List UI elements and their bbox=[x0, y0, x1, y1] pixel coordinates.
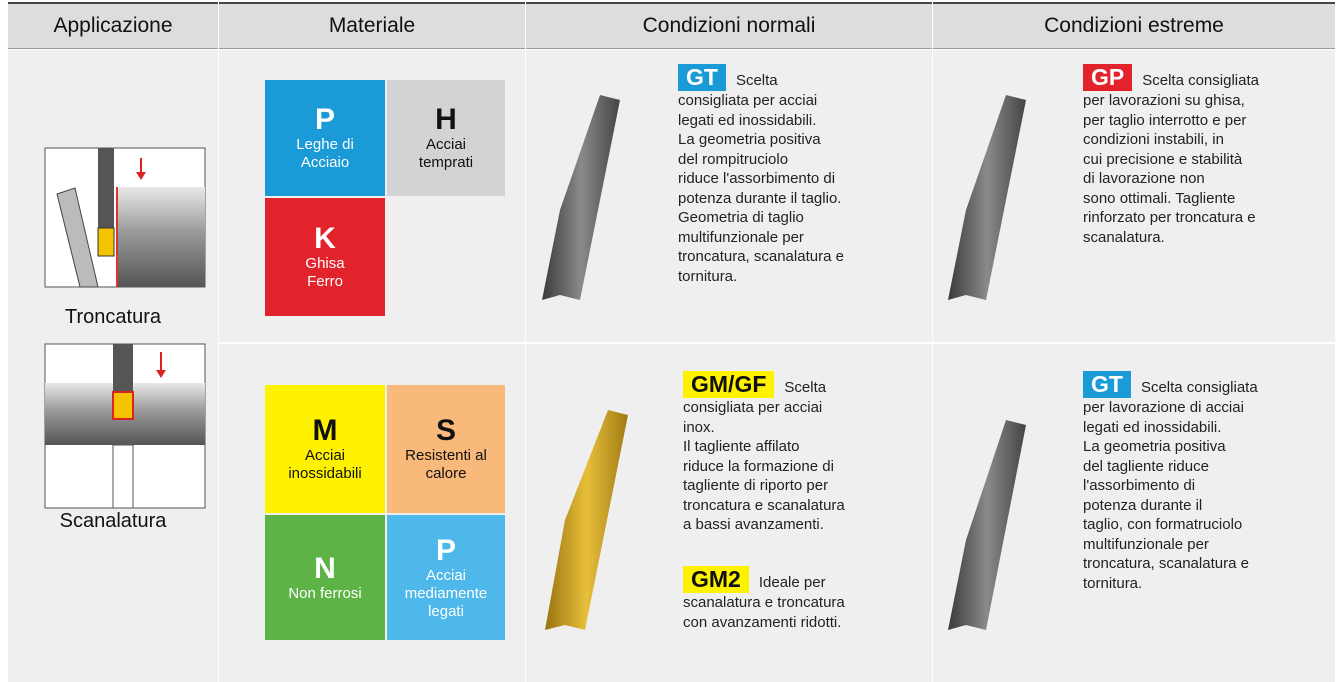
insert-image bbox=[542, 95, 620, 300]
material-name: Ferro bbox=[307, 273, 343, 290]
description-line: tornitura. bbox=[1083, 574, 1143, 592]
material-tile: P Leghe di Acciaio bbox=[265, 80, 385, 196]
grade-badge: GM2 bbox=[683, 566, 749, 593]
material-code: P bbox=[435, 533, 456, 567]
material-name: Acciaio bbox=[300, 154, 350, 171]
description-line: multifunzionale per bbox=[1083, 535, 1209, 553]
description-line: del rompitruciolo bbox=[678, 150, 789, 168]
description-line: Scelta consigliata bbox=[1142, 72, 1259, 89]
description-line: Scelta bbox=[784, 379, 827, 396]
description-line: potenza durante il taglio. bbox=[678, 189, 842, 207]
header-cell: Applicazione bbox=[8, 2, 218, 49]
description-line: inox. bbox=[683, 418, 715, 436]
grade-description: GP Scelta consigliata per lavorazioni su g… bbox=[1083, 64, 1323, 247]
material-tile: M Acciai inossidabili bbox=[265, 385, 385, 513]
description-line: per taglio interrotto e per bbox=[1083, 111, 1247, 129]
material-code: K bbox=[314, 222, 336, 255]
description-line: tornitura. bbox=[678, 267, 738, 285]
grade-badge: GT bbox=[678, 64, 726, 91]
description-line: sono ottimali. Tagliente bbox=[1083, 189, 1236, 207]
description-line: consigliata per acciai bbox=[678, 92, 818, 109]
material-tile: K Ghisa Ferro bbox=[265, 198, 385, 316]
grooving-diagram bbox=[44, 343, 206, 509]
material-tile: H Acciai temprati bbox=[387, 80, 505, 196]
description-line: a bassi avanzamenti. bbox=[683, 516, 824, 533]
description-line: l'assorbimento di bbox=[1083, 477, 1196, 494]
description-line: tagliente di riporto per bbox=[683, 477, 829, 494]
description-line: di lavorazione non bbox=[1083, 170, 1205, 187]
material-name: Non ferrosi bbox=[288, 584, 362, 602]
material-code: M bbox=[312, 414, 338, 447]
description-line: consigliata per acciai bbox=[683, 399, 823, 416]
description-line: per lavorazioni su ghisa, bbox=[1083, 92, 1245, 109]
grade-description: GM2 Ideale per scanalatura e troncatura con… bbox=[683, 566, 923, 632]
material-code: H bbox=[435, 103, 457, 136]
description-line: scanalatura e troncatura bbox=[683, 594, 845, 611]
material-name: legati bbox=[428, 602, 464, 620]
material-name: temprati bbox=[418, 154, 474, 171]
grade-badge: GM/GF bbox=[683, 371, 775, 398]
material-tile: S Resistenti al calore bbox=[387, 385, 505, 513]
description-line: riduce l'assorbimento di bbox=[678, 170, 836, 187]
description-line: Ideale per bbox=[758, 574, 826, 591]
description-line: rinforzato per troncatura e bbox=[1083, 209, 1256, 226]
description-line: troncatura e scanalatura bbox=[683, 496, 845, 514]
material-tile: P Acciai mediamente legati bbox=[387, 515, 505, 640]
material-name: mediamente bbox=[404, 584, 488, 602]
material-code: P bbox=[314, 103, 335, 136]
description-line: cui precisione e stabilità bbox=[1083, 150, 1243, 168]
description-line: multifunzionale per bbox=[678, 228, 804, 246]
material-tile: N Non ferrosi bbox=[265, 515, 385, 640]
header-cell: Condizioni estreme bbox=[933, 2, 1335, 49]
header-cell: Condizioni normali bbox=[526, 2, 932, 49]
application-label: Scanalatura bbox=[59, 510, 167, 532]
insert-image bbox=[948, 420, 1026, 630]
material-name: Acciai bbox=[425, 136, 466, 153]
material-name: calore bbox=[425, 465, 467, 482]
grade-badge: GP bbox=[1083, 64, 1133, 91]
description-line: per lavorazione di acciai bbox=[1083, 399, 1244, 416]
description-line: legati ed inossidabili. bbox=[678, 111, 817, 129]
insert-image bbox=[948, 95, 1026, 300]
application-label: Troncatura bbox=[65, 306, 161, 328]
material-code: S bbox=[435, 414, 456, 447]
material-name: inossidabili bbox=[288, 465, 362, 482]
description-line: troncatura, scanalatura e bbox=[678, 248, 844, 265]
description-line: potenza durante il bbox=[1083, 496, 1203, 514]
description-line: Scelta bbox=[735, 72, 778, 89]
description-line: Geometria di taglio bbox=[678, 209, 804, 226]
material-name: Ghisa bbox=[305, 255, 345, 272]
insert-image bbox=[545, 410, 628, 630]
description-line: La geometria positiva bbox=[1083, 438, 1226, 455]
grade-description: GT Scelta consigliata per lavorazione di a… bbox=[1083, 371, 1323, 593]
grade-badge: GT bbox=[1083, 371, 1131, 398]
description-line: taglio, con formatruciolo bbox=[1083, 516, 1243, 533]
description-line: Scelta consigliata bbox=[1140, 379, 1258, 396]
description-line: riduce la formazione di bbox=[683, 457, 834, 475]
description-line: La geometria positiva bbox=[678, 131, 821, 148]
material-name: Resistenti al bbox=[405, 447, 487, 464]
material-name: Acciai bbox=[304, 447, 345, 464]
parting-diagram bbox=[44, 147, 206, 288]
material-code: N bbox=[314, 551, 336, 585]
description-line: del tagliente riduce bbox=[1083, 457, 1209, 475]
description-line: condizioni instabili, in bbox=[1083, 131, 1224, 148]
description-line: troncatura, scanalatura e bbox=[1083, 555, 1249, 572]
description-line: Il tagliente affilato bbox=[683, 438, 800, 455]
description-line: legati ed inossidabili. bbox=[1083, 418, 1222, 436]
header-cell: Materiale bbox=[219, 2, 525, 49]
grade-description: GM/GF Scelta consigliata per acciai inox. Il… bbox=[683, 371, 923, 535]
grade-description: GT Scelta consigliata per acciai legati ed … bbox=[678, 64, 918, 286]
material-name: Acciai bbox=[425, 566, 466, 584]
description-line: scanalatura. bbox=[1083, 228, 1165, 246]
description-line: con avanzamenti ridotti. bbox=[683, 613, 842, 631]
material-name: Leghe di bbox=[296, 136, 354, 153]
